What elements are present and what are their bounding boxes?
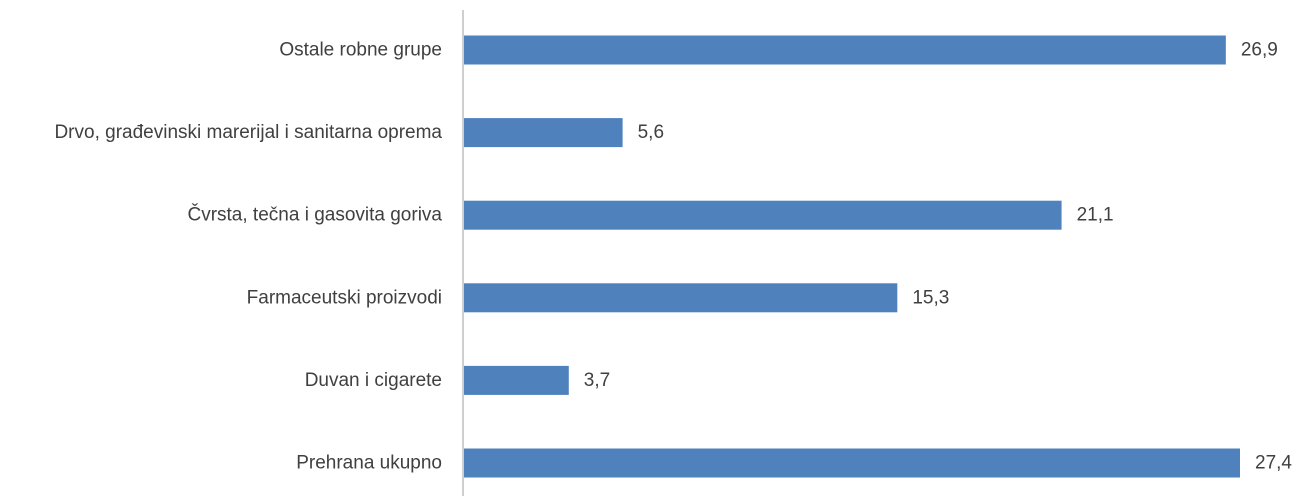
value-label: 15,3 — [912, 287, 949, 308]
category-label: Čvrsta, tečna i gasovita goriva — [187, 204, 442, 226]
bar — [464, 118, 623, 148]
bar — [464, 200, 1062, 230]
category-label: Duvan i cigarete — [305, 370, 442, 391]
value-label: 21,1 — [1077, 205, 1114, 226]
category-label: Prehrana ukupno — [296, 453, 442, 474]
bar — [464, 35, 1226, 65]
labels-layer: Ostale robne grupe 26,9 Drvo, građevinski … — [54, 40, 1292, 474]
value-label: 27,4 — [1255, 453, 1292, 474]
bar — [464, 283, 898, 313]
value-label: 3,7 — [584, 370, 610, 391]
category-label: Farmaceutski proizvodi — [247, 287, 442, 308]
bar — [464, 365, 569, 395]
bars-layer — [464, 35, 1240, 478]
category-label: Ostale robne grupe — [279, 40, 442, 61]
value-label: 5,6 — [638, 122, 664, 143]
category-label: Drvo, građevinski marerijal i sanitarna … — [54, 122, 442, 143]
value-label: 26,9 — [1241, 40, 1278, 61]
bar — [464, 448, 1240, 478]
